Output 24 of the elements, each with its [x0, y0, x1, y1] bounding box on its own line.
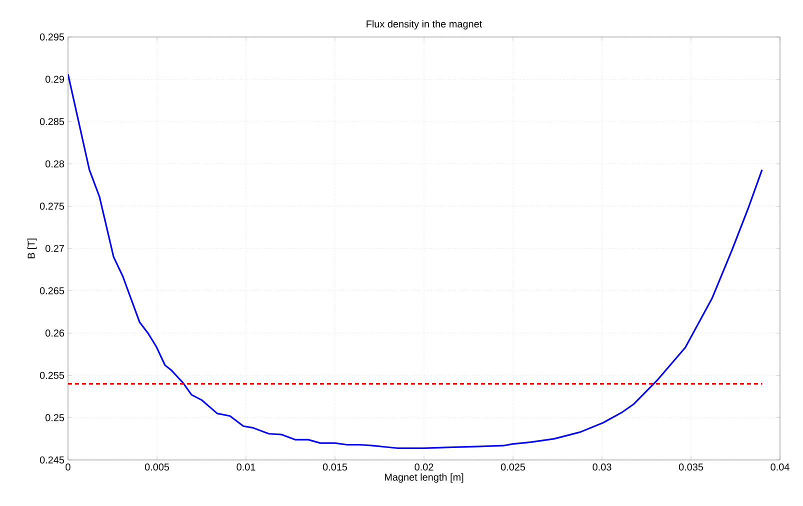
x-tick-label: 0.03 — [592, 464, 612, 471]
line-series — [68, 73, 763, 449]
y-tick-label: 0.255 — [40, 372, 64, 379]
y-tick-label: 0.285 — [40, 118, 64, 126]
x-tick-label: 0.025 — [500, 464, 526, 471]
x-tick-label: 0.04 — [770, 464, 790, 471]
y-tick-label: 0.26 — [45, 330, 64, 337]
chart-title: Flux density in the magnet — [366, 20, 482, 30]
x-axis-title: Magnet length [m] — [384, 473, 464, 483]
y-tick-label: 0.295 — [40, 33, 64, 41]
y-tick-label: 0.25 — [45, 414, 64, 422]
y-tick-label: 0.28 — [45, 160, 64, 168]
y-tick-label: 0.245 — [40, 456, 64, 464]
x-tick-label: 0 — [66, 464, 70, 471]
y-tick-label: 0.265 — [40, 287, 64, 294]
x-tick-label: 0.02 — [414, 464, 434, 471]
y-tick-label: 0.27 — [45, 244, 64, 252]
x-tick-label: 0.01 — [236, 464, 256, 471]
x-tick-label: 0.005 — [144, 464, 170, 471]
y-axis-title: B [T] — [27, 238, 37, 258]
y-tick-label: 0.29 — [45, 76, 64, 83]
y-tick-label: 0.275 — [40, 202, 64, 210]
x-tick-label: 0.035 — [678, 464, 704, 471]
x-tick-label: 0.015 — [322, 464, 348, 471]
